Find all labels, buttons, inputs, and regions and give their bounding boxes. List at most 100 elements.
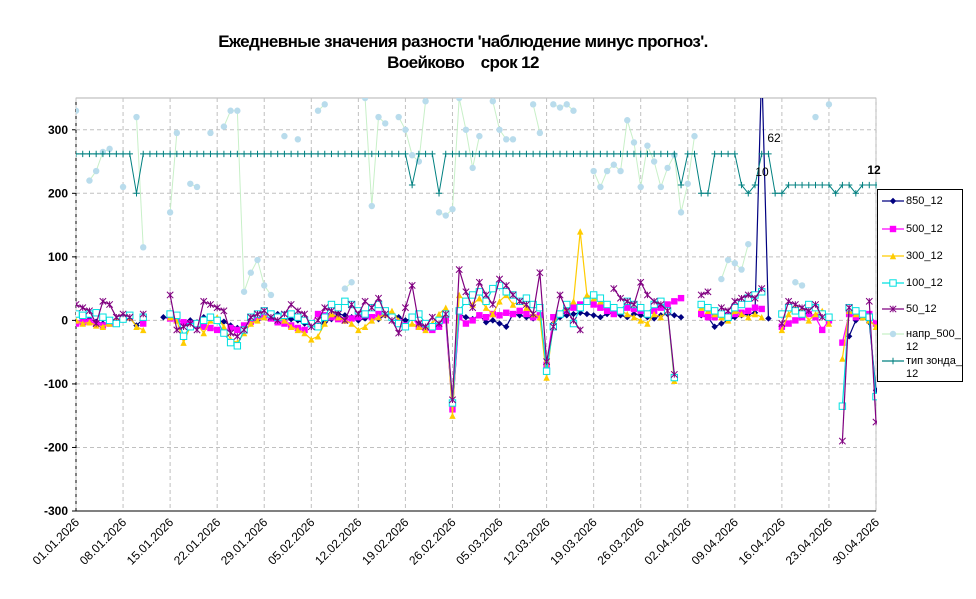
marker — [267, 291, 275, 299]
marker — [133, 323, 140, 330]
marker — [247, 313, 255, 321]
marker — [624, 310, 631, 318]
marker — [805, 300, 813, 309]
marker — [476, 312, 483, 319]
marker — [889, 197, 897, 205]
marker — [778, 190, 786, 197]
marker — [355, 326, 362, 334]
marker — [435, 190, 443, 197]
marker — [623, 297, 631, 305]
marker — [624, 304, 631, 311]
marker — [287, 323, 295, 330]
x-tick-label: 23.04.2026 — [783, 515, 836, 568]
marker — [758, 314, 765, 321]
marker — [408, 151, 416, 159]
marker — [220, 307, 228, 315]
x-tick-label: 09.04.2026 — [689, 515, 742, 568]
marker — [489, 310, 497, 318]
marker — [476, 150, 483, 158]
marker — [570, 298, 577, 305]
marker — [677, 181, 685, 189]
marker — [865, 313, 873, 321]
marker — [590, 301, 597, 308]
marker — [758, 305, 765, 313]
marker — [529, 101, 537, 108]
marker — [482, 291, 490, 299]
marker — [516, 307, 523, 315]
marker — [375, 150, 382, 158]
marker — [334, 310, 342, 318]
marker — [616, 294, 625, 302]
marker — [549, 323, 557, 331]
marker — [213, 316, 221, 325]
marker — [220, 150, 228, 158]
marker — [563, 307, 571, 315]
marker — [341, 150, 349, 158]
marker — [624, 117, 631, 124]
marker — [180, 319, 187, 326]
x-tick-label: 02.04.2026 — [642, 515, 695, 568]
marker — [187, 150, 194, 158]
marker — [294, 307, 302, 315]
marker — [240, 150, 248, 158]
marker — [186, 320, 194, 328]
legend-entry: напр_500_12 — [880, 328, 964, 354]
marker — [254, 317, 261, 324]
marker — [462, 150, 470, 158]
legend: 850_12 500_12 300_12 100_12 50_12 напр_500_12… — [877, 189, 963, 382]
marker — [254, 256, 261, 264]
marker — [812, 181, 819, 189]
marker — [872, 320, 877, 327]
marker — [630, 300, 638, 309]
marker — [650, 297, 658, 305]
marker — [368, 317, 375, 324]
marker — [765, 150, 772, 158]
marker — [85, 307, 93, 315]
marker — [698, 190, 705, 197]
y-tick-label: 200 — [48, 186, 68, 200]
marker — [382, 120, 389, 127]
marker — [543, 358, 551, 366]
marker — [106, 300, 114, 309]
marker — [889, 225, 897, 233]
marker — [489, 284, 497, 293]
series-line — [553, 103, 574, 112]
marker — [321, 101, 328, 108]
marker — [99, 313, 107, 321]
marker — [281, 317, 288, 324]
marker — [496, 320, 503, 327]
marker — [408, 320, 416, 327]
marker — [166, 209, 174, 216]
marker — [832, 190, 839, 197]
marker — [825, 101, 833, 108]
marker — [140, 244, 147, 251]
marker — [482, 150, 490, 158]
marker — [375, 113, 382, 121]
series-line — [136, 117, 144, 248]
legend-swatch — [882, 225, 904, 233]
marker — [76, 317, 80, 324]
marker — [889, 357, 897, 365]
marker — [449, 150, 456, 158]
legend-label: 300_12 — [906, 250, 943, 262]
marker — [247, 320, 254, 327]
marker — [889, 279, 897, 287]
marker — [845, 181, 853, 189]
marker — [818, 313, 826, 321]
marker — [563, 312, 570, 319]
marker — [160, 314, 167, 321]
marker — [543, 374, 550, 381]
marker — [616, 307, 625, 315]
marker — [717, 304, 725, 312]
marker — [637, 317, 644, 324]
marker — [422, 150, 429, 158]
y-tick-label: 100 — [48, 250, 68, 264]
marker — [449, 412, 456, 419]
marker — [368, 202, 375, 210]
marker — [200, 329, 207, 337]
marker — [469, 304, 477, 312]
marker — [179, 332, 188, 340]
marker — [462, 288, 470, 296]
marker — [503, 309, 510, 316]
marker — [321, 320, 328, 327]
